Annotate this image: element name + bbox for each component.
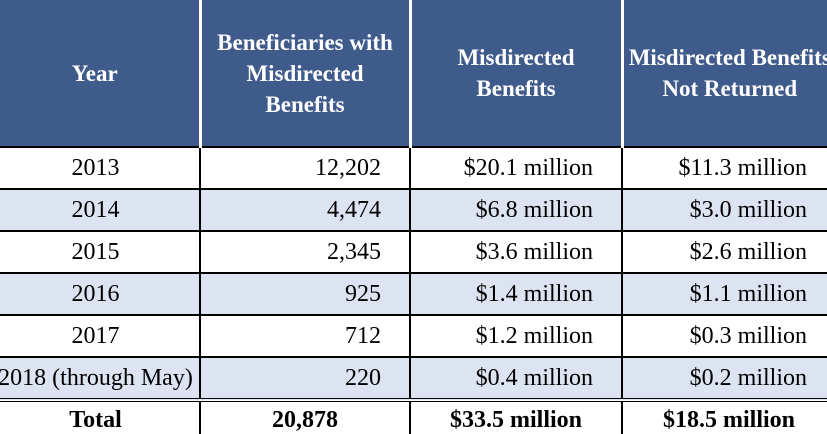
cell-not-returned: $0.3 million: [621, 314, 827, 358]
cell-beneficiaries: 712: [199, 314, 411, 358]
table-row: 2018 (through May) 220 $0.4 million $0.2…: [0, 356, 827, 401]
cell-not-returned: $3.0 million: [621, 188, 827, 232]
cell-benefits: $3.6 million: [409, 230, 623, 274]
cell-not-returned: $1.1 million: [621, 272, 827, 316]
table-row: 2013 12,202 $20.1 million $11.3 million: [0, 146, 827, 190]
cell-beneficiaries: 925: [199, 272, 411, 316]
total-not-returned: $18.5 million: [621, 398, 827, 434]
cell-year: 2014: [0, 188, 201, 232]
table-row: 2014 4,474 $6.8 million $3.0 million: [0, 188, 827, 232]
cell-year: 2017: [0, 314, 201, 358]
total-label: Total: [0, 398, 201, 434]
cell-not-returned: $11.3 million: [621, 146, 827, 190]
total-row: Total 20,878 $33.5 million $18.5 million: [0, 398, 827, 434]
cell-benefits: $1.4 million: [409, 272, 623, 316]
cell-year: 2015: [0, 230, 201, 274]
cell-year: 2016: [0, 272, 201, 316]
cell-beneficiaries: 2,345: [199, 230, 411, 274]
total-beneficiaries: 20,878: [199, 398, 411, 434]
header-year: Year: [0, 0, 202, 147]
cell-beneficiaries: 220: [199, 356, 411, 401]
header-row: Year Beneficiaries with Misdirected Bene…: [0, 0, 827, 147]
header-not-returned: Misdirected Benefits Not Returned: [622, 0, 827, 147]
cell-year: 2013: [0, 146, 201, 190]
cell-not-returned: $0.2 million: [621, 356, 827, 401]
cell-not-returned: $2.6 million: [621, 230, 827, 274]
total-benefits: $33.5 million: [409, 398, 623, 434]
cell-year: 2018 (through May): [0, 356, 201, 401]
header-beneficiaries: Beneficiaries with Misdirected Benefits: [200, 0, 412, 147]
header-misdirected-benefits: Misdirected Benefits: [410, 0, 624, 147]
cell-beneficiaries: 4,474: [199, 188, 411, 232]
cell-benefits: $6.8 million: [409, 188, 623, 232]
table-row: 2015 2,345 $3.6 million $2.6 million: [0, 230, 827, 274]
cell-benefits: $20.1 million: [409, 146, 623, 190]
table-row: 2016 925 $1.4 million $1.1 million: [0, 272, 827, 316]
cell-benefits: $1.2 million: [409, 314, 623, 358]
cell-beneficiaries: 12,202: [199, 146, 411, 190]
cell-benefits: $0.4 million: [409, 356, 623, 401]
table-row: 2017 712 $1.2 million $0.3 million: [0, 314, 827, 358]
